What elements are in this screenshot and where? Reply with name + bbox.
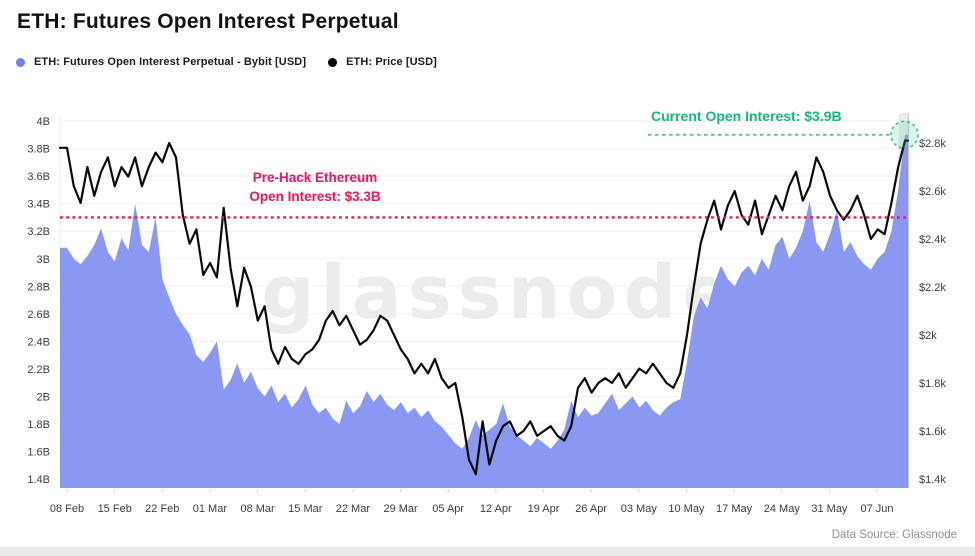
svg-text:$2.8k: $2.8k (919, 138, 946, 150)
annotation-current-oi: Current Open Interest: $3.9B (651, 108, 842, 124)
legend-item-open-interest[interactable]: ETH: Futures Open Interest Perpetual - B… (16, 56, 306, 68)
svg-text:$2.2k: $2.2k (919, 282, 946, 294)
svg-text:10 May: 10 May (668, 503, 705, 515)
price-line[interactable] (58, 139, 910, 476)
svg-text:24 May: 24 May (764, 503, 801, 515)
svg-text:1.6B: 1.6B (27, 447, 50, 459)
svg-text:1.8B: 1.8B (27, 419, 50, 431)
svg-text:29 Mar: 29 Mar (383, 503, 418, 515)
annotation-pre-hack: Pre-Hack Ethereum Open Interest: $3.3B (205, 168, 425, 206)
svg-text:$1.4k: $1.4k (919, 474, 946, 486)
svg-text:15 Mar: 15 Mar (288, 503, 323, 515)
annotation-pre-hack-line1: Pre-Hack Ethereum (252, 170, 378, 185)
svg-text:2.8B: 2.8B (27, 281, 50, 293)
legend-label-open-interest: ETH: Futures Open Interest Perpetual - B… (34, 56, 307, 68)
page-title: ETH: Futures Open Interest Perpetual (17, 10, 399, 33)
svg-text:$2.4k: $2.4k (919, 234, 946, 246)
open-interest-dot-icon (16, 57, 25, 67)
svg-text:31 May: 31 May (811, 503, 848, 515)
svg-text:3.2B: 3.2B (27, 226, 50, 238)
svg-text:26 Apr: 26 Apr (575, 503, 607, 515)
open-interest-area[interactable] (60, 134, 908, 489)
svg-text:08 Feb: 08 Feb (50, 503, 84, 515)
glassnode-watermark: glassnode (261, 250, 738, 336)
svg-text:2.6B: 2.6B (27, 309, 50, 321)
price-dot-icon (328, 57, 338, 67)
svg-text:$2k: $2k (919, 330, 937, 342)
legend-label-price: ETH: Price [USD] (346, 56, 437, 68)
svg-text:01 Mar: 01 Mar (193, 503, 228, 515)
svg-text:3.8B: 3.8B (27, 144, 50, 156)
data-source-label: Data Source: Glassnode (831, 529, 957, 541)
plot-hover-area[interactable] (60, 113, 908, 488)
svg-text:3.6B: 3.6B (27, 171, 50, 183)
svg-text:17 May: 17 May (716, 503, 753, 515)
svg-text:15 Feb: 15 Feb (98, 503, 132, 515)
current-oi-highlight-circle (890, 120, 919, 150)
legend-item-price[interactable]: ETH: Price [USD] (328, 56, 437, 68)
svg-text:4B: 4B (37, 116, 50, 128)
svg-text:$1.6k: $1.6k (919, 426, 946, 438)
annotation-pre-hack-line2: Open Interest: $3.3B (249, 189, 381, 204)
bottom-band (0, 547, 975, 556)
svg-text:19 Apr: 19 Apr (528, 503, 560, 515)
svg-text:05 Apr: 05 Apr (432, 503, 464, 515)
svg-text:12 Apr: 12 Apr (480, 503, 512, 515)
right-axis-labels: $2.8k $2.6k $2.4k $2.2k $2k $1.8k $1.6k $1.4k (919, 138, 946, 486)
left-axis-labels: 4B 3.8B 3.6B 3.4B 3.2B 3B 2.8B 2.6B 2.4B 2.2B 2B 1.… (27, 116, 50, 486)
legend: ETH: Futures Open Interest Perpetual - B… (16, 56, 437, 68)
svg-text:2.2B: 2.2B (27, 364, 50, 376)
svg-text:1.4B: 1.4B (27, 474, 50, 486)
svg-text:08 Mar: 08 Mar (240, 503, 275, 515)
svg-text:2.4B: 2.4B (27, 336, 50, 348)
svg-text:$1.8k: $1.8k (919, 378, 946, 390)
x-axis-labels: 08 Feb 15 Feb 22 Feb 01 Mar 08 Mar 15 Mar 22 M… (50, 489, 894, 515)
svg-text:3B: 3B (37, 254, 50, 266)
svg-text:07 Jun: 07 Jun (860, 503, 893, 515)
svg-text:3.4B: 3.4B (27, 199, 50, 211)
svg-text:22 Mar: 22 Mar (336, 503, 371, 515)
svg-text:03 May: 03 May (621, 503, 658, 515)
svg-text:$2.6k: $2.6k (919, 186, 946, 198)
svg-text:2B: 2B (37, 392, 50, 404)
svg-text:22 Feb: 22 Feb (145, 503, 179, 515)
